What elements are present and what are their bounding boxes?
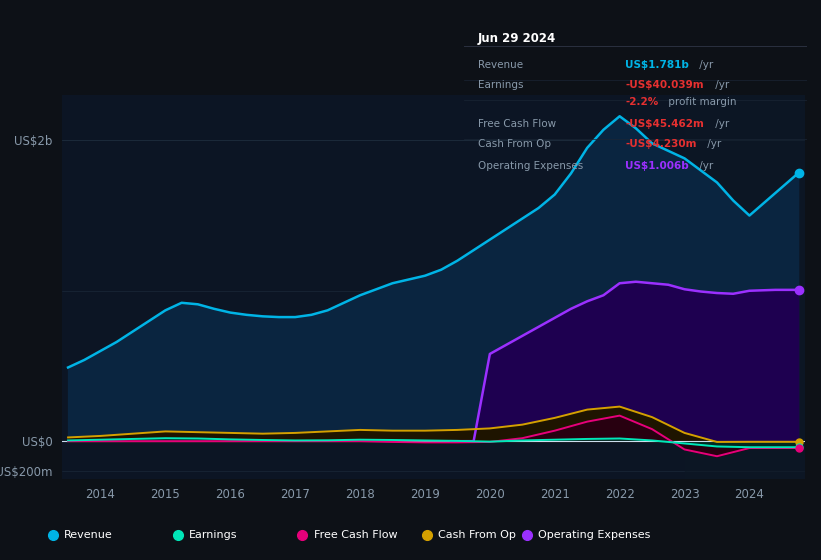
Text: -US$4.230m: -US$4.230m: [625, 139, 697, 149]
Text: Free Cash Flow: Free Cash Flow: [314, 530, 397, 540]
Text: /yr: /yr: [712, 80, 729, 90]
Text: profit margin: profit margin: [665, 97, 736, 107]
Text: Operating Expenses: Operating Expenses: [478, 161, 583, 171]
Text: /yr: /yr: [712, 119, 729, 129]
Text: Cash From Op: Cash From Op: [438, 530, 516, 540]
Text: Earnings: Earnings: [189, 530, 237, 540]
Text: -2.2%: -2.2%: [625, 97, 658, 107]
Text: US$1.781b: US$1.781b: [625, 59, 689, 69]
Text: Operating Expenses: Operating Expenses: [539, 530, 650, 540]
Bar: [685, 95, 805, 479]
Text: Free Cash Flow: Free Cash Flow: [478, 119, 556, 129]
Text: Jun 29 2024: Jun 29 2024: [478, 32, 556, 45]
Text: Revenue: Revenue: [64, 530, 112, 540]
Text: Revenue: Revenue: [478, 59, 523, 69]
Text: Cash From Op: Cash From Op: [478, 139, 551, 149]
Text: /yr: /yr: [696, 161, 713, 171]
Text: -US$45.462m: -US$45.462m: [625, 119, 704, 129]
Text: -US$40.039m: -US$40.039m: [625, 80, 704, 90]
Text: US$1.006b: US$1.006b: [625, 161, 689, 171]
Text: Earnings: Earnings: [478, 80, 523, 90]
Text: /yr: /yr: [696, 59, 713, 69]
Text: /yr: /yr: [704, 139, 722, 149]
